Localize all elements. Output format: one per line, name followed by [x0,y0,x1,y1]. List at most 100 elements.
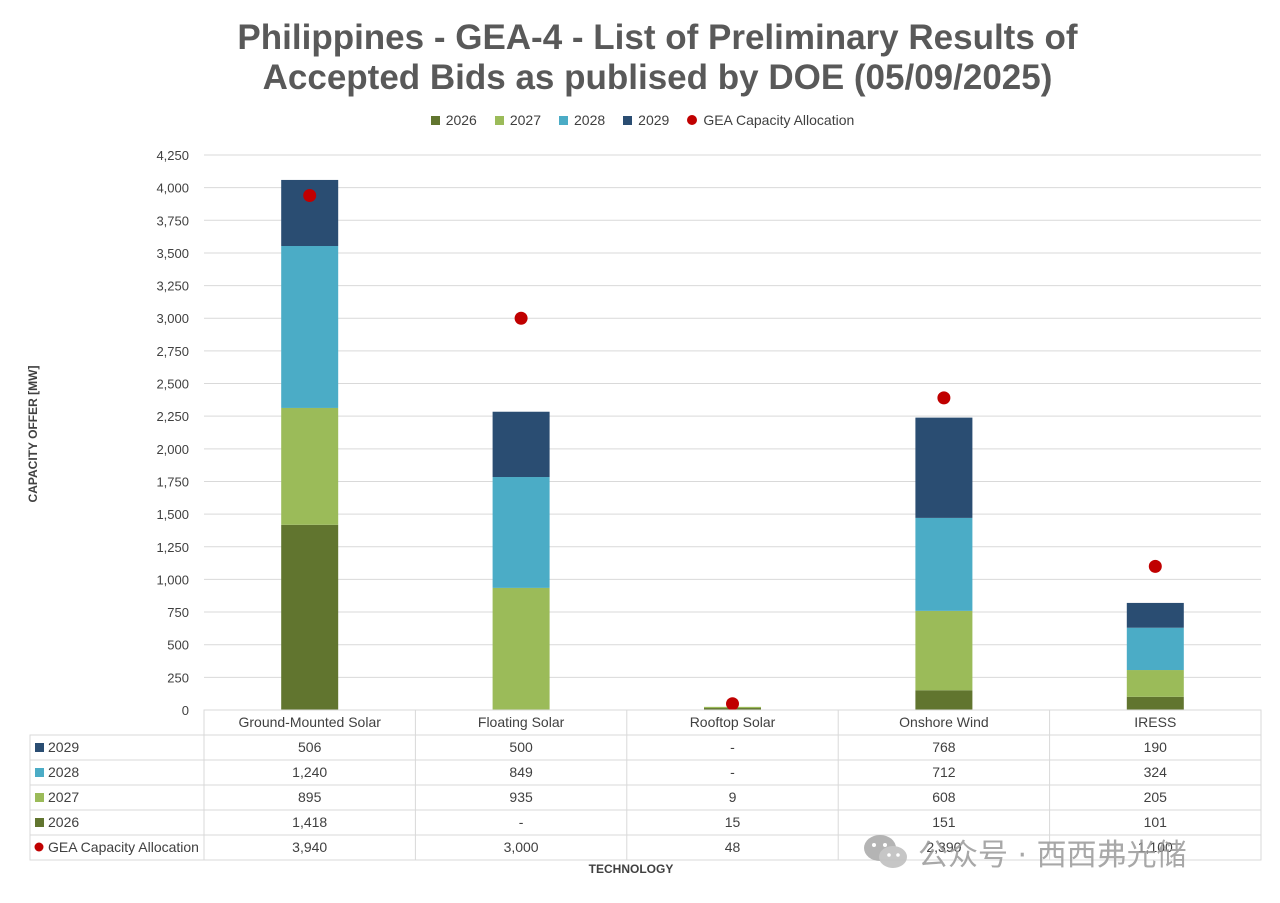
table-cell: 506 [298,739,322,755]
bar-segment-2027 [492,587,550,710]
watermark-text: 公众号 · 西西弗光储 [918,838,1187,873]
table-cell: 1,100 [1138,839,1173,855]
gea-allocation-marker [726,697,739,711]
bar-segment-2026 [281,524,339,710]
gea-allocation-marker [514,311,528,325]
chart-title-line1: Philippines - GEA-4 - List of Preliminar… [237,18,1078,57]
bar-segment-2028 [1126,627,1184,671]
y-tick-label: 1,250 [156,540,189,555]
legend-swatch-2026 [430,115,440,125]
y-tick-label: 4,000 [156,181,189,196]
y-tick-label: 0 [182,703,189,718]
y-tick-label: 2,500 [156,377,189,392]
category-label: Rooftop Solar [690,714,776,730]
legend-swatch-2027 [494,115,504,125]
bar-segment-2027 [281,407,339,525]
table-row-label: 2027 [48,789,79,805]
y-tick-label: 4,250 [156,148,189,163]
legend-label-gea-allocation: GEA Capacity Allocation [703,112,855,128]
table-row-label: 2026 [48,814,79,830]
table-cell: 324 [1144,764,1168,780]
y-tick-label: 3,250 [156,279,189,294]
chart-legend: 2026 2027 2028 2029 GEA Capacity Allocat… [0,112,1280,128]
bar-segment-2029 [1126,602,1184,628]
legend-label-2029: 2029 [638,112,670,128]
bar-segment-2029 [492,411,550,478]
y-tick-label: 3,000 [156,311,189,326]
table-legend-key [35,793,44,802]
bar-segment-2027 [1126,670,1184,697]
chart-title: Philippines - GEA-4 - List of Preliminar… [0,18,1280,98]
bar-segment-2028 [915,517,973,611]
y-tick-label: 2,250 [156,409,189,424]
y-tick-label: 3,500 [156,246,189,261]
table-cell: 9 [729,789,737,805]
table-cell: - [730,764,735,780]
y-tick-label: 2,000 [156,442,189,457]
y-tick-label: 250 [167,670,189,685]
bar-segment-2028 [281,246,339,408]
table-cell: 15 [725,814,741,830]
category-label: Ground-Mounted Solar [238,714,381,730]
legend-item-2027: 2027 [494,112,541,128]
bar-segment-2028 [492,477,550,588]
category-label: Floating Solar [478,714,565,730]
table-cell: 205 [1144,789,1168,805]
y-tick-label: 750 [167,605,189,620]
legend-item-2026: 2026 [430,112,477,128]
chart-title-line2: Accepted Bids as publised by DOE (05/09/… [262,58,1053,97]
table-cell: 895 [298,789,322,805]
bar-segment-2029 [915,417,973,518]
legend-label-2026: 2026 [445,112,477,128]
table-cell: 608 [932,789,956,805]
table-cell: 935 [509,789,533,805]
y-tick-label: 1,750 [156,474,189,489]
y-tick-label: 1,000 [156,572,189,587]
category-label: IRESS [1134,714,1176,730]
gea-allocation-marker [937,391,951,405]
table-cell: 151 [932,814,956,830]
gea-allocation-marker [303,188,317,202]
legend-swatch-2028 [559,115,568,125]
table-legend-key [35,818,44,827]
table-row-label: 2028 [48,764,79,780]
bar-segment-2026 [1126,696,1184,710]
table-legend-key [35,768,44,777]
y-tick-label: 2,750 [156,344,189,359]
legend-label-2027: 2027 [509,112,541,128]
table-legend-key [35,743,44,752]
table-cell: 768 [932,739,956,755]
table-cell: 500 [509,739,533,755]
x-axis-title: TECHNOLOGY [589,862,674,876]
bar-segment-2026 [915,690,973,710]
wechat-icon [864,835,907,868]
watermark: 公众号 · 西西弗光储 [862,830,1187,874]
legend-item-gea-allocation: GEA Capacity Allocation [687,112,854,128]
legend-item-2028: 2028 [559,112,605,128]
table-cell: - [519,814,524,830]
legend-label-2028: 2028 [574,112,606,128]
table-cell: - [730,739,735,755]
table-cell: 3,000 [504,839,539,855]
y-axis-title: CAPACITY OFFER [MW] [26,366,40,503]
table-cell: 190 [1144,739,1168,755]
table-cell: 1,240 [292,764,327,780]
table-cell: 101 [1144,814,1168,830]
y-tick-label: 3,750 [156,213,189,228]
gea-allocation-marker [1148,559,1162,573]
y-tick-label: 1,500 [156,507,189,522]
table-row-label: GEA Capacity Allocation [48,839,199,855]
legend-item-2029: 2029 [623,112,669,128]
category-label: Onshore Wind [899,714,988,730]
legend-dot-gea-allocation [687,115,698,125]
table-legend-key [34,842,44,852]
table-cell: 2,390 [926,839,961,855]
table-cell: 3,940 [292,839,327,855]
table-cell: 1,418 [292,814,327,830]
legend-swatch-2029 [623,115,633,125]
bar-segment-2027 [915,610,973,691]
y-tick-label: 500 [167,638,189,653]
table-cell: 712 [932,764,956,780]
table-cell: 48 [725,839,741,855]
